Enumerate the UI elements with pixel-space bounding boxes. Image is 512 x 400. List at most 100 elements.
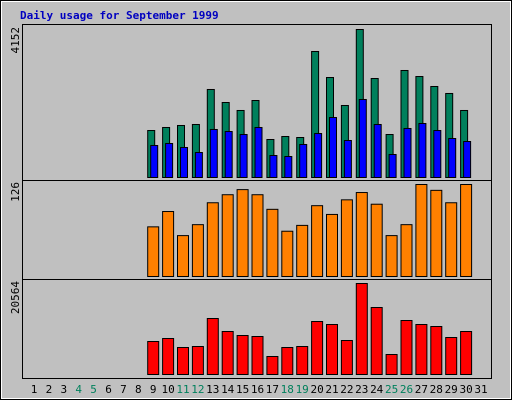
bar [147,226,160,278]
bar [281,347,294,376]
x-tick-label: 27 [415,383,428,396]
bar [326,323,338,376]
x-tick-label: 5 [90,383,97,396]
x-tick-label: 19 [296,383,309,396]
bar [370,203,383,277]
bar [311,320,324,375]
x-tick-label: 2 [46,383,53,396]
y-tick-label: 4152 [9,27,22,54]
x-tick-label: 10 [161,383,174,396]
bar [388,154,397,178]
bar [415,184,428,277]
x-tick-label: 28 [430,383,443,396]
x-tick-label: 9 [150,383,157,396]
bar [266,355,279,376]
bar [299,143,308,178]
x-tick-label: 14 [221,383,235,396]
x-tick-label: 29 [445,383,458,396]
x-tick-label: 16 [251,383,264,396]
chart-title: Daily usage for September 1999 [20,9,219,22]
x-tick-label: 24 [370,383,384,396]
bar [162,338,175,375]
bar [236,335,249,376]
x-tick-label: 25 [385,383,398,396]
x-tick-label: 8 [135,383,142,396]
bar [445,337,458,375]
bar [191,346,204,376]
bar [460,331,473,375]
bar [296,346,309,376]
bar [400,224,413,278]
bar [177,235,189,278]
bar [430,325,443,375]
bar [180,146,188,178]
y-tick-label: 20564 [9,281,22,314]
bar [460,184,473,277]
bar [206,202,219,277]
bar [385,354,398,375]
bar [403,127,412,178]
bar [150,144,159,179]
bar [147,341,160,376]
bar [269,155,278,178]
bar [284,156,293,179]
bar [177,347,189,376]
bar [162,211,175,277]
bar [415,323,428,376]
x-tick-label: 26 [400,383,413,396]
bar [358,99,367,178]
x-tick-label: 31 [474,383,487,396]
bar [355,192,368,278]
bar [385,235,398,278]
bar [254,126,263,178]
bar [191,224,204,278]
bar [165,142,174,178]
x-tick-label: 12 [191,383,204,396]
x-tick-label: 6 [105,383,112,396]
bar [209,128,218,178]
x-tick-label: 22 [340,383,353,396]
x-tick-label: 4 [75,383,82,396]
x-tick-label: 21 [325,383,338,396]
bar [221,194,234,278]
bar [236,189,249,277]
bar [314,133,323,178]
bar [329,117,337,178]
bar [370,307,383,375]
bar [433,130,442,179]
bar [239,134,248,179]
bar [266,208,279,277]
x-tick-label: 1 [31,383,38,396]
bar [373,123,382,179]
bar [296,224,309,277]
x-tick-label: 11 [176,383,189,396]
x-tick-label: 15 [236,383,249,396]
bar [340,199,353,277]
x-tick-label: 23 [355,383,368,396]
bar [251,336,264,376]
bar [326,213,338,277]
bar [418,122,427,178]
x-tick-label: 20 [310,383,323,396]
bar [445,202,458,277]
bar [251,194,264,278]
bar [206,318,219,376]
y-tick-label: 126 [9,182,22,202]
x-tick-label: 7 [120,383,127,396]
bar [311,205,324,277]
bar [463,140,472,179]
bar [448,138,457,179]
bar [355,283,368,375]
x-tick-label: 18 [281,383,294,396]
x-tick-label: 13 [206,383,219,396]
bar [400,319,413,376]
bar [430,189,443,277]
bar [194,152,203,179]
bar [343,140,352,178]
x-tick-label: 3 [60,383,67,396]
bar [281,230,294,278]
x-tick-label: 17 [266,383,279,396]
